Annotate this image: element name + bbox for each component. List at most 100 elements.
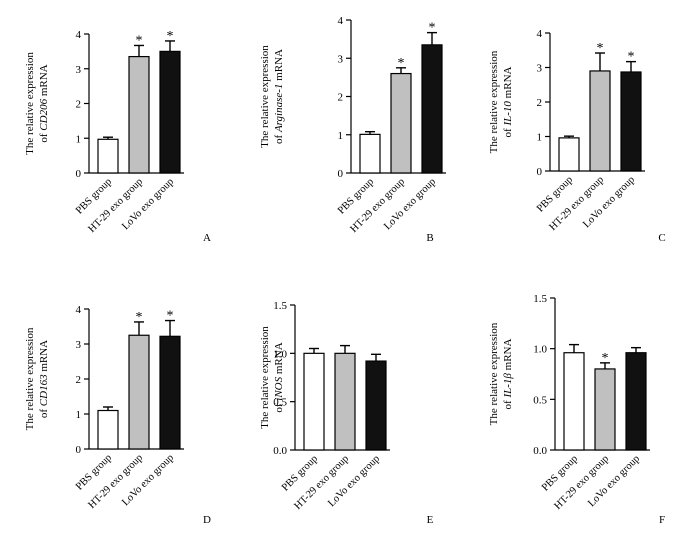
- y-tick-label: 4: [338, 15, 344, 27]
- y-tick-label: 0: [76, 168, 82, 180]
- y-axis-title-gene: IL-1β: [502, 373, 514, 399]
- y-axis-title-line1: The relative expression: [259, 326, 271, 429]
- y-tick-label: 2: [76, 99, 82, 111]
- panel-label: B: [426, 232, 433, 244]
- y-axis-title-line2: of Arginase-1 mRNA: [273, 49, 285, 144]
- y-axis-title-suffix: mRNA: [38, 340, 50, 375]
- bar: [97, 138, 119, 174]
- category-label: HT-29 exo group: [292, 453, 351, 512]
- significance-marker: *: [597, 41, 604, 56]
- bar: [558, 137, 580, 172]
- y-axis-title-of: of: [38, 406, 50, 418]
- bar: [589, 70, 611, 172]
- y-tick-label: 3: [76, 64, 82, 76]
- y-tick-label: 2: [537, 97, 543, 109]
- significance-marker: *: [628, 50, 635, 65]
- bar: [625, 352, 647, 451]
- y-tick-label: 1.5: [273, 300, 287, 312]
- significance-marker: *: [136, 310, 143, 325]
- panel-label: C: [658, 232, 665, 244]
- significance-marker: *: [429, 21, 436, 36]
- bar: [563, 352, 585, 451]
- panel-label: D: [203, 514, 211, 526]
- significance-marker: *: [136, 33, 143, 48]
- significance-marker: *: [602, 351, 609, 366]
- bar: [97, 409, 119, 450]
- y-tick-label: 0.0: [273, 445, 287, 457]
- y-axis-title-line2: of IL-1β mRNA: [502, 338, 514, 409]
- y-axis-title-line1: The relative expression: [488, 50, 500, 153]
- category-label: HT-29 exo group: [552, 453, 611, 512]
- y-axis-title-gene: Arginase-1: [273, 84, 285, 133]
- bar: [421, 44, 443, 174]
- bar: [334, 352, 356, 451]
- y-tick-label: 0: [537, 166, 543, 178]
- bar: [390, 72, 412, 174]
- y-tick-label: 0.5: [533, 394, 547, 406]
- bar: [159, 50, 181, 174]
- y-tick-label: 1: [537, 132, 543, 144]
- significance-marker: *: [167, 29, 174, 44]
- bar: [594, 368, 616, 451]
- category-label: HT-29 exo group: [547, 174, 606, 233]
- bar: [359, 133, 381, 174]
- y-axis-title-suffix: mRNA: [273, 49, 285, 84]
- y-axis-title-suffix: mRNA: [273, 342, 285, 377]
- y-axis-title-line2: of iNOS mRNA: [273, 342, 285, 412]
- y-tick-label: 4: [76, 29, 82, 41]
- bar: [365, 360, 387, 451]
- y-axis-title-line2: of CD206 mRNA: [38, 64, 50, 142]
- panel-label: E: [427, 514, 434, 526]
- y-tick-label: 0: [76, 444, 82, 456]
- y-axis-title-line1: The relative expression: [24, 52, 36, 155]
- y-axis-title-gene: CD206: [38, 98, 50, 130]
- significance-marker: *: [398, 56, 405, 71]
- y-tick-label: 3: [76, 339, 82, 351]
- y-axis-title-of: of: [273, 132, 285, 144]
- y-axis-title-of: of: [273, 401, 285, 413]
- y-axis-title-line1: The relative expression: [24, 327, 36, 430]
- y-axis-title-gene: iNOS: [273, 376, 285, 400]
- bar: [128, 55, 150, 174]
- y-tick-label: 1.5: [533, 293, 547, 305]
- y-tick-label: 1: [76, 133, 82, 145]
- bar: [159, 335, 181, 450]
- bar: [303, 352, 325, 451]
- y-axis-title-of: of: [502, 398, 514, 410]
- y-tick-label: 2: [338, 92, 344, 104]
- bar: [128, 334, 150, 450]
- y-tick-label: 0: [338, 168, 344, 180]
- category-label: HT-29 exo group: [86, 176, 145, 235]
- y-axis-title-line1: The relative expression: [488, 322, 500, 425]
- y-axis-title-suffix: mRNA: [502, 66, 514, 101]
- y-axis-title-line2: of IL-10 mRNA: [502, 66, 514, 137]
- y-axis-title-of: of: [38, 131, 50, 143]
- y-tick-label: 1.0: [273, 348, 287, 360]
- y-axis-title-suffix: mRNA: [38, 64, 50, 99]
- y-axis-title-line2: of CD163 mRNA: [38, 340, 50, 418]
- panel-label: A: [203, 232, 211, 244]
- y-tick-label: 2: [76, 374, 82, 386]
- y-axis-title-line1: The relative expression: [259, 45, 271, 148]
- y-tick-label: 1: [338, 130, 344, 142]
- y-tick-label: 1.0: [533, 344, 547, 356]
- y-tick-label: 4: [537, 28, 543, 40]
- bar: [620, 71, 642, 172]
- y-tick-label: 3: [537, 63, 543, 75]
- y-tick-label: 1: [76, 409, 82, 421]
- y-tick-label: 4: [76, 304, 82, 316]
- y-axis-title-suffix: mRNA: [502, 338, 514, 373]
- y-tick-label: 3: [338, 53, 344, 65]
- y-axis-title-gene: CD163: [38, 374, 50, 406]
- significance-marker: *: [167, 309, 174, 324]
- y-axis-title-of: of: [502, 126, 514, 138]
- panel-label: F: [659, 514, 665, 526]
- category-label: HT-29 exo group: [348, 176, 407, 235]
